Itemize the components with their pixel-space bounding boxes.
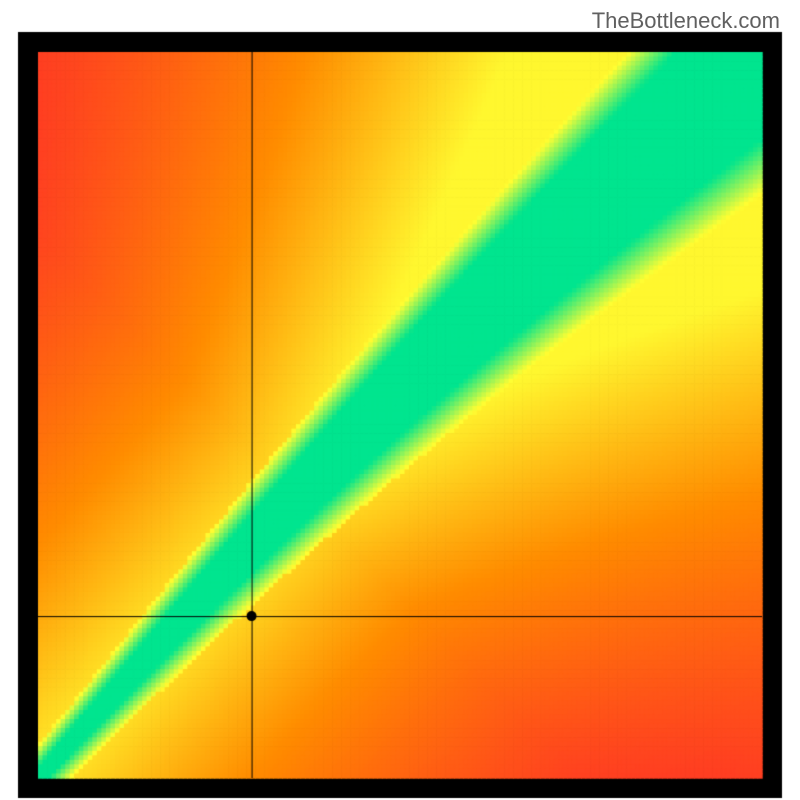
chart-container: TheBottleneck.com — [0, 0, 800, 800]
watermark-text: TheBottleneck.com — [592, 8, 780, 34]
heatmap-canvas — [0, 0, 800, 800]
